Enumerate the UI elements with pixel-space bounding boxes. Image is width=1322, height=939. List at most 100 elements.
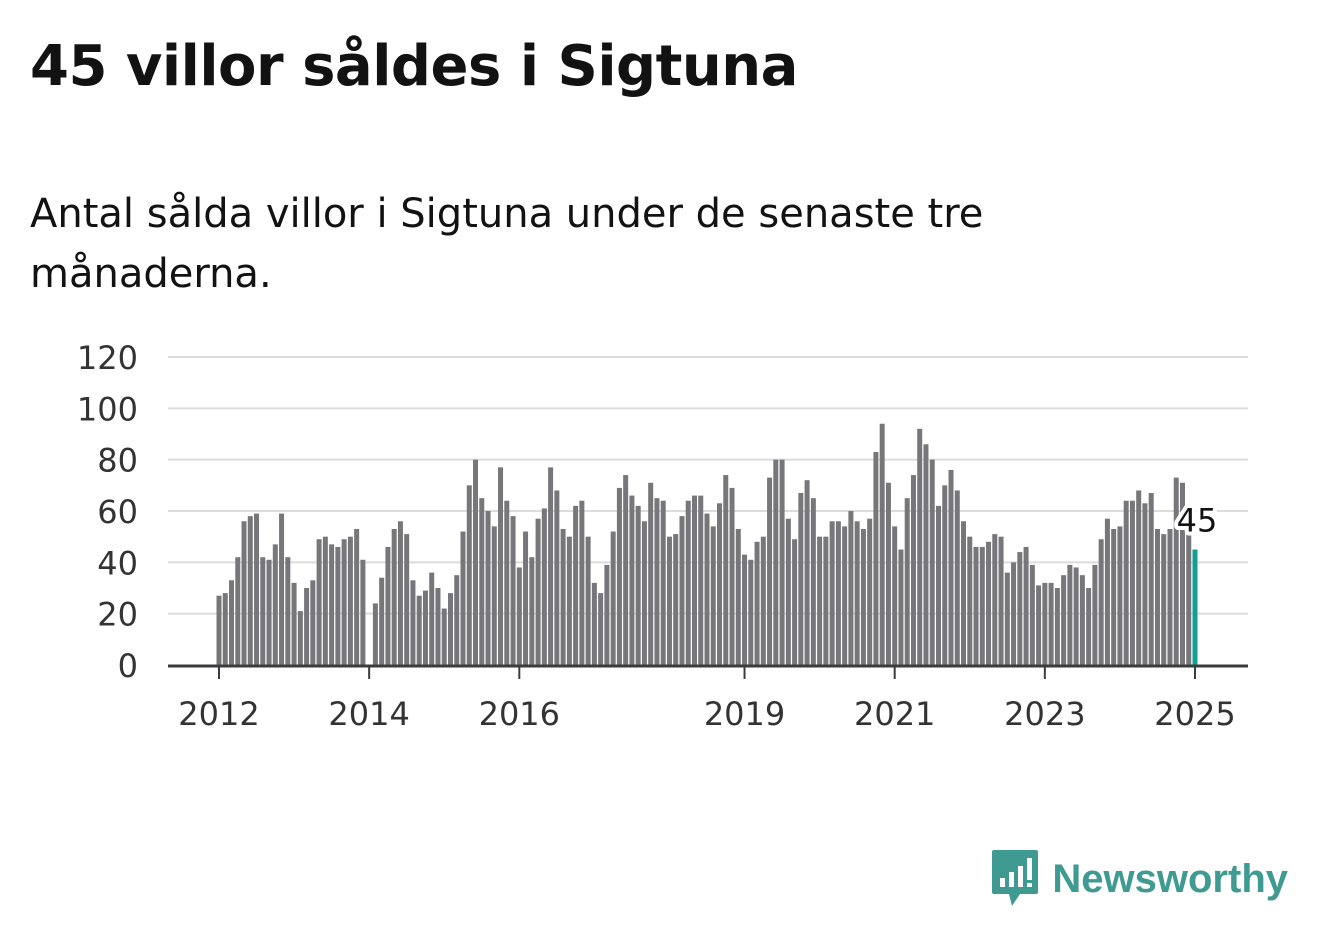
bar [648, 482, 654, 665]
bar [216, 595, 222, 665]
bar-highlight [1192, 549, 1198, 665]
bar [254, 513, 260, 665]
bar [798, 493, 804, 665]
bar [304, 588, 310, 665]
x-tick-label: 2021 [854, 695, 935, 733]
annotations: 45 [1173, 498, 1222, 544]
bar [1111, 528, 1117, 665]
bars [216, 423, 1198, 665]
x-tick-label: 2012 [178, 695, 259, 733]
bar [516, 567, 522, 665]
bar [817, 536, 823, 665]
bar [1036, 585, 1042, 665]
bar [310, 580, 316, 665]
bar [1086, 588, 1092, 665]
bar [998, 536, 1004, 665]
bar [416, 595, 422, 665]
bar [848, 511, 854, 665]
bar [892, 526, 898, 665]
bar [917, 428, 923, 665]
bar [504, 500, 510, 665]
brand-logo: Newsworthy [990, 848, 1288, 910]
bar [973, 546, 979, 665]
bar [967, 536, 973, 665]
bar [535, 518, 541, 665]
bar [1061, 575, 1067, 665]
y-tick-label: 60 [97, 493, 138, 531]
y-tick-label: 20 [97, 596, 138, 634]
bar [717, 503, 723, 665]
bar [260, 557, 266, 665]
bar [779, 459, 785, 665]
bar [566, 536, 572, 665]
bar [723, 475, 729, 665]
bar [986, 541, 992, 665]
bar [585, 536, 591, 665]
bar [1079, 575, 1085, 665]
chart-subtitle: Antal sålda villor i Sigtuna under de se… [30, 191, 984, 297]
bar [460, 531, 466, 665]
chart-title: 45 villor såldes i Sigtuna [30, 34, 798, 99]
newsworthy-logo-icon [992, 850, 1039, 906]
bar [773, 459, 779, 665]
bar [704, 513, 710, 665]
bar [729, 487, 735, 665]
y-tick-label: 40 [97, 544, 138, 582]
bar [604, 564, 610, 665]
bar [491, 526, 497, 665]
bar [961, 521, 967, 665]
bar [1098, 539, 1104, 665]
bar [441, 608, 447, 665]
y-tick-label: 0 [118, 647, 138, 685]
bar [710, 526, 716, 665]
bar [679, 516, 685, 665]
bar [247, 516, 253, 665]
bar [435, 588, 441, 665]
bar [691, 495, 697, 665]
x-tick-label: 2019 [704, 695, 785, 733]
brand-name: Newsworthy [1052, 856, 1288, 901]
bar [1004, 572, 1010, 665]
bar [635, 505, 641, 665]
x-axis-labels: 2012 2014 2016 2019 2021 2023 2025 [178, 695, 1235, 733]
bar [873, 451, 879, 665]
bar [329, 544, 335, 665]
bar [429, 572, 435, 665]
bar [860, 528, 866, 665]
bar [354, 528, 360, 665]
bar [372, 603, 378, 665]
bar [385, 546, 391, 665]
bar [1054, 588, 1060, 665]
bar [498, 467, 504, 665]
y-axis-labels: 0 20 40 60 80 100 120 [77, 339, 138, 685]
bar [1161, 534, 1167, 665]
bar [842, 526, 848, 665]
bar [1179, 482, 1185, 665]
bar [935, 505, 941, 665]
bar [291, 582, 297, 665]
bar [685, 500, 691, 665]
bar [235, 557, 241, 665]
bar [322, 536, 328, 665]
bar [823, 536, 829, 665]
x-tick-label: 2016 [479, 695, 560, 733]
bar [942, 485, 948, 665]
bar [1173, 477, 1179, 665]
bar [279, 513, 285, 665]
bar [1148, 493, 1154, 665]
bar [379, 577, 385, 665]
bar [835, 521, 841, 665]
bar [347, 536, 353, 665]
bar [241, 521, 247, 665]
bar [422, 590, 428, 665]
bar [297, 611, 303, 665]
bar [1142, 503, 1148, 665]
bar [1011, 562, 1017, 665]
bar [1073, 567, 1079, 665]
bar [748, 559, 754, 665]
bar [1167, 528, 1173, 665]
x-tick-label: 2014 [328, 695, 409, 733]
bar [1136, 490, 1142, 665]
bar [560, 528, 566, 665]
bar [673, 534, 679, 665]
